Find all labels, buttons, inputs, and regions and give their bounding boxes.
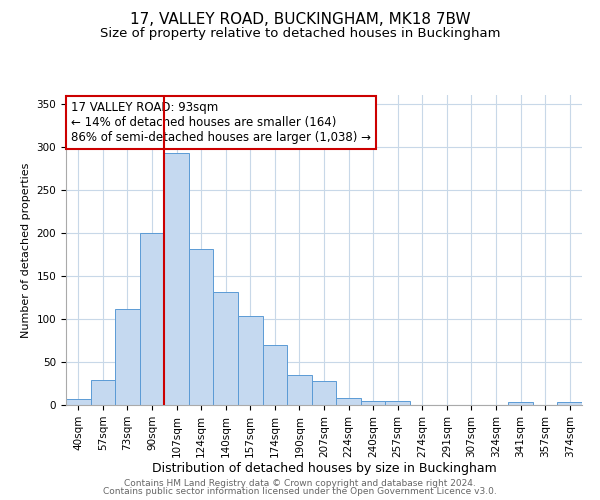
Bar — [385, 400, 410, 405]
Bar — [312, 381, 336, 405]
Text: Contains HM Land Registry data © Crown copyright and database right 2024.: Contains HM Land Registry data © Crown c… — [124, 478, 476, 488]
Bar — [189, 249, 214, 405]
Bar — [336, 398, 361, 405]
Bar — [287, 375, 312, 405]
Bar — [140, 233, 164, 405]
Bar — [164, 152, 189, 405]
Text: 17, VALLEY ROAD, BUCKINGHAM, MK18 7BW: 17, VALLEY ROAD, BUCKINGHAM, MK18 7BW — [130, 12, 470, 28]
Bar — [263, 344, 287, 405]
Bar — [508, 402, 533, 405]
Bar — [361, 400, 385, 405]
Bar — [238, 316, 263, 405]
Bar — [115, 308, 140, 405]
Bar — [214, 292, 238, 405]
Text: Size of property relative to detached houses in Buckingham: Size of property relative to detached ho… — [100, 28, 500, 40]
Text: Contains public sector information licensed under the Open Government Licence v3: Contains public sector information licen… — [103, 487, 497, 496]
Y-axis label: Number of detached properties: Number of detached properties — [21, 162, 31, 338]
X-axis label: Distribution of detached houses by size in Buckingham: Distribution of detached houses by size … — [152, 462, 496, 475]
Bar — [91, 380, 115, 405]
Bar — [557, 402, 582, 405]
Bar — [66, 399, 91, 405]
Text: 17 VALLEY ROAD: 93sqm
← 14% of detached houses are smaller (164)
86% of semi-det: 17 VALLEY ROAD: 93sqm ← 14% of detached … — [71, 101, 371, 144]
